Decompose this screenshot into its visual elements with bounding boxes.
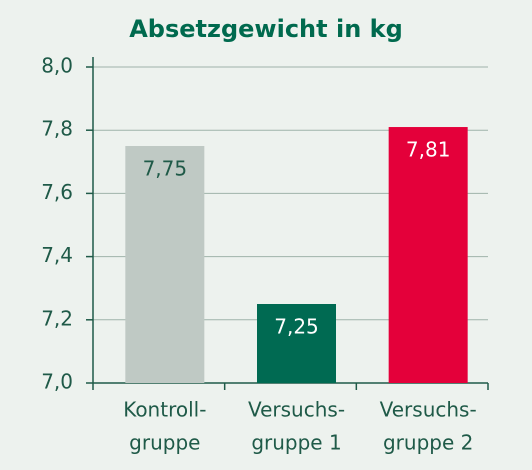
x-tick-label: gruppe 2	[383, 431, 473, 455]
bar	[257, 304, 336, 383]
chart-title: Absetzgewicht in kg	[129, 15, 403, 43]
x-tick-label: Versuchs-	[248, 398, 345, 422]
y-tick-label: 7,6	[41, 180, 73, 204]
y-tick-label: 7,2	[41, 306, 73, 330]
y-tick-label: 7,0	[41, 370, 73, 394]
bar	[388, 127, 468, 383]
x-tick-label: Kontroll-	[123, 398, 206, 422]
value-label: 7,81	[406, 138, 451, 162]
y-tick-label: 7,8	[41, 117, 73, 141]
x-tick-label: gruppe 1	[251, 431, 341, 455]
y-tick-label: 8,0	[41, 54, 73, 78]
value-label: 7,75	[143, 157, 188, 181]
bar	[125, 146, 205, 383]
x-tick-label: Versuchs-	[380, 398, 477, 422]
y-tick-label: 7,4	[41, 243, 73, 267]
value-label: 7,25	[274, 315, 319, 339]
x-tick-label: gruppe	[129, 431, 200, 455]
